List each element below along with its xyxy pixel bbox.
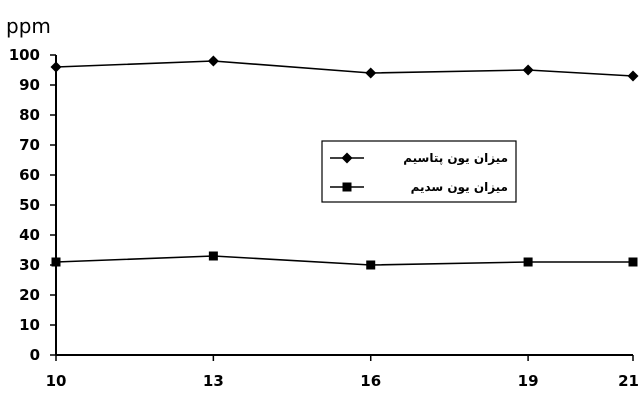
legend-marker-sodium <box>342 182 352 192</box>
y-tick-label: 60 <box>19 166 40 184</box>
x-tick-label: 13 <box>203 372 224 390</box>
data-point-diamond <box>522 64 534 76</box>
data-point-diamond <box>365 67 377 79</box>
x-tick-label: 21 <box>618 372 639 390</box>
data-point-diamond <box>50 61 62 73</box>
y-tick-label: 40 <box>19 226 40 244</box>
y-tick-labels: 0 10 20 30 40 50 60 70 80 90 100 <box>9 46 40 364</box>
y-unit-label: ppm <box>6 14 51 38</box>
series-line-0 <box>55 60 634 77</box>
data-point-diamond <box>627 70 639 82</box>
series-line-1 <box>55 255 633 266</box>
data-point-square <box>208 251 218 261</box>
y-tick-label: 80 <box>19 106 40 124</box>
y-tick-label: 20 <box>19 286 40 304</box>
legend: میزان یون پتاسیم میزان یون سدیم <box>321 140 517 203</box>
y-tick-label: 0 <box>30 346 40 364</box>
legend-label-potassium: میزان یون پتاسیم <box>403 151 508 166</box>
y-tick-label: 50 <box>19 196 40 214</box>
data-point-diamond <box>207 55 219 67</box>
data-point-square <box>523 257 533 267</box>
chart-axes <box>50 54 634 361</box>
y-tick-label: 100 <box>9 46 40 64</box>
legend-marker-potassium <box>341 152 353 164</box>
legend-box <box>321 140 517 203</box>
data-point-square <box>628 257 638 267</box>
y-tick-label: 70 <box>19 136 40 154</box>
data-point-square <box>366 260 376 270</box>
x-tick-label: 10 <box>46 372 67 390</box>
x-tick-labels: 10 13 16 19 21 <box>46 372 639 390</box>
y-tick-label: 10 <box>19 316 40 334</box>
x-tick-label: 16 <box>360 372 381 390</box>
data-point-square <box>51 257 61 267</box>
legend-label-sodium: میزان یون سدیم <box>411 180 508 195</box>
series-layer <box>50 55 639 270</box>
x-tick-label: 19 <box>518 372 539 390</box>
y-tick-label: 30 <box>19 256 40 274</box>
y-tick-label: 90 <box>19 76 40 94</box>
